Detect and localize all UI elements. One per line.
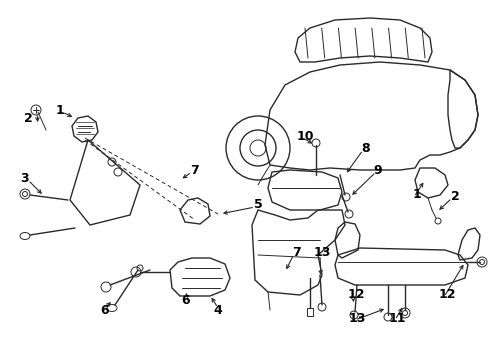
Text: 1: 1 xyxy=(413,189,421,202)
Text: 13: 13 xyxy=(348,311,366,324)
Text: 2: 2 xyxy=(451,189,460,202)
Text: 7: 7 xyxy=(190,163,198,176)
Text: 7: 7 xyxy=(292,246,300,258)
Ellipse shape xyxy=(107,305,117,311)
Text: 4: 4 xyxy=(214,303,222,316)
Text: 11: 11 xyxy=(388,311,406,324)
Text: 13: 13 xyxy=(313,247,331,260)
Text: 6: 6 xyxy=(182,293,190,306)
Text: 12: 12 xyxy=(347,288,365,302)
Text: 5: 5 xyxy=(254,198,262,211)
Text: 1: 1 xyxy=(56,104,64,117)
Ellipse shape xyxy=(20,233,30,239)
Text: 8: 8 xyxy=(362,141,370,154)
Text: 9: 9 xyxy=(374,163,382,176)
Text: 2: 2 xyxy=(24,112,32,125)
Text: 10: 10 xyxy=(296,130,314,143)
Text: 3: 3 xyxy=(20,171,28,184)
Text: 6: 6 xyxy=(100,303,109,316)
Text: 12: 12 xyxy=(438,288,456,302)
FancyBboxPatch shape xyxy=(307,308,313,316)
